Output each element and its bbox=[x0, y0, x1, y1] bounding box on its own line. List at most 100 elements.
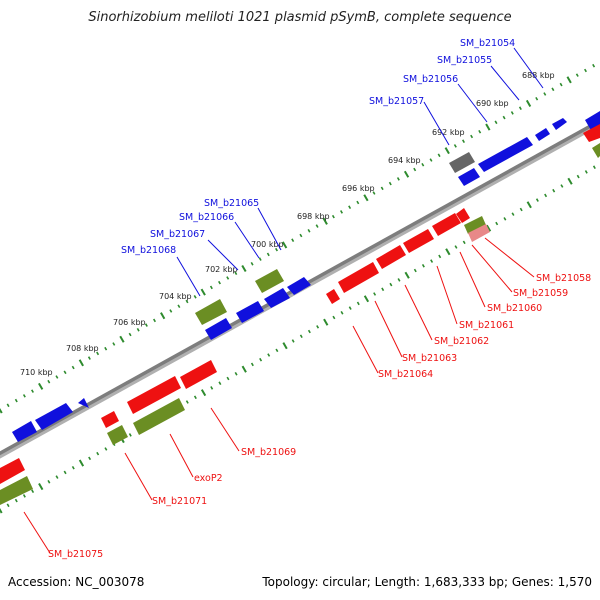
rna-gene-block[interactable] bbox=[195, 299, 227, 325]
map-title: Sinorhizobium meliloti 1021 plasmid pSym… bbox=[88, 10, 512, 25]
upper-tick-row bbox=[0, 63, 596, 414]
major-tick bbox=[404, 271, 410, 279]
minor-tick bbox=[128, 433, 132, 437]
gene-arrow[interactable] bbox=[264, 288, 290, 308]
rna-gene-block[interactable] bbox=[133, 398, 185, 435]
major-tick bbox=[241, 264, 247, 273]
upper-other-features[interactable] bbox=[195, 152, 475, 325]
minor-tick bbox=[218, 280, 221, 285]
gene-arrow[interactable] bbox=[458, 168, 480, 186]
gene-arrow[interactable] bbox=[12, 421, 37, 442]
gene-arrow[interactable] bbox=[0, 458, 25, 484]
leader-line bbox=[124, 452, 153, 501]
gene-arrow[interactable] bbox=[456, 208, 470, 223]
gene-arrow[interactable] bbox=[403, 229, 434, 253]
minor-tick bbox=[332, 315, 336, 320]
gene-arrow[interactable] bbox=[583, 124, 600, 142]
minor-tick bbox=[259, 357, 263, 362]
minor-tick bbox=[340, 210, 343, 214]
leader-line bbox=[404, 284, 433, 341]
gene-label[interactable]: SM_b21066 bbox=[179, 212, 234, 223]
rna-gene-block[interactable] bbox=[464, 216, 486, 234]
gene-arrow[interactable] bbox=[101, 411, 119, 428]
leader-line bbox=[459, 251, 486, 308]
tick-label: 702 kbp bbox=[205, 265, 238, 274]
gene-arrow[interactable] bbox=[552, 118, 567, 130]
gene-label[interactable]: SM_b21065 bbox=[204, 198, 259, 209]
minor-tick bbox=[193, 294, 197, 299]
gene-arrow[interactable] bbox=[338, 262, 379, 293]
gene-label[interactable]: SM_b21062 bbox=[434, 336, 489, 347]
gene-label[interactable]: SM_b21054 bbox=[460, 38, 515, 49]
major-tick bbox=[119, 335, 125, 343]
gene-arrow[interactable] bbox=[236, 301, 264, 323]
minor-tick bbox=[128, 332, 132, 337]
gene-label[interactable]: SM_b21067 bbox=[150, 229, 205, 240]
minor-tick bbox=[315, 224, 319, 228]
gene-label[interactable]: SM_b21057 bbox=[369, 96, 424, 107]
gene-arrow[interactable] bbox=[180, 360, 217, 389]
minor-tick bbox=[429, 158, 433, 162]
minor-tick bbox=[421, 264, 425, 268]
rna-gene-block[interactable] bbox=[592, 143, 600, 158]
tick-label: 690 kbp bbox=[476, 99, 509, 108]
gene-label[interactable]: SM_b21064 bbox=[378, 369, 433, 380]
minor-tick bbox=[55, 475, 59, 479]
leader-line bbox=[352, 325, 379, 374]
gene-arrow[interactable] bbox=[535, 128, 550, 141]
lower-other-features[interactable] bbox=[0, 143, 600, 505]
minor-tick bbox=[250, 262, 254, 266]
minor-tick bbox=[104, 346, 108, 351]
rna-gene-block[interactable] bbox=[107, 425, 128, 445]
gene-label[interactable]: exoP2 bbox=[194, 473, 223, 484]
gene-arrow[interactable] bbox=[326, 289, 340, 304]
tick-label: 692 kbp bbox=[432, 128, 465, 137]
leader-line bbox=[169, 433, 194, 478]
rna-gene-block[interactable] bbox=[0, 476, 33, 505]
minor-tick bbox=[454, 245, 458, 249]
gene-label[interactable]: SM_b21069 bbox=[241, 447, 296, 458]
minor-tick bbox=[576, 174, 580, 179]
gene-arrow[interactable] bbox=[478, 137, 533, 172]
gene-label[interactable]: SM_b21059 bbox=[513, 288, 568, 299]
rna-gene-block[interactable] bbox=[255, 269, 284, 293]
minor-tick bbox=[226, 276, 230, 280]
gene-label[interactable]: SM_b21060 bbox=[487, 303, 542, 314]
rna-gene-block[interactable] bbox=[468, 224, 490, 242]
minor-tick bbox=[169, 309, 173, 313]
gene-arrow[interactable] bbox=[432, 213, 461, 236]
reverse-strand-genes[interactable] bbox=[0, 124, 600, 484]
minor-tick bbox=[453, 144, 457, 148]
minor-tick bbox=[421, 162, 425, 167]
gene-label[interactable]: SM_b21068 bbox=[121, 245, 176, 256]
gene-label[interactable]: SM_b21063 bbox=[402, 353, 457, 364]
major-tick bbox=[485, 123, 491, 131]
minor-tick bbox=[462, 139, 465, 143]
minor-tick bbox=[299, 334, 303, 339]
major-tick bbox=[525, 99, 532, 107]
gene-label[interactable]: SM_b21071 bbox=[152, 496, 207, 507]
leader-line bbox=[210, 407, 240, 452]
gene-arrow[interactable] bbox=[376, 245, 406, 269]
minor-tick bbox=[356, 200, 360, 205]
gene-label[interactable]: SM_b21075 bbox=[48, 549, 103, 560]
gene-arrow[interactable] bbox=[78, 398, 89, 408]
gene-label[interactable]: SM_b21061 bbox=[459, 320, 514, 331]
major-tick bbox=[200, 389, 207, 397]
major-tick bbox=[38, 382, 44, 390]
major-tick bbox=[78, 359, 84, 367]
gene-label[interactable]: SM_b21058 bbox=[536, 273, 591, 284]
pseudo-gene-block[interactable] bbox=[449, 152, 475, 173]
forward-strand-genes[interactable] bbox=[12, 111, 600, 442]
gene-arrow[interactable] bbox=[35, 403, 73, 430]
minor-tick bbox=[47, 379, 51, 384]
gene-arrow[interactable] bbox=[127, 376, 181, 414]
minor-tick bbox=[575, 73, 579, 77]
gene-label[interactable]: SM_b21056 bbox=[403, 74, 458, 85]
minor-tick bbox=[381, 287, 385, 292]
minor-tick bbox=[495, 221, 499, 226]
gene-arrow[interactable] bbox=[287, 277, 311, 295]
gene-label[interactable]: SM_b21055 bbox=[437, 55, 492, 66]
gene-arrow[interactable] bbox=[205, 318, 232, 340]
